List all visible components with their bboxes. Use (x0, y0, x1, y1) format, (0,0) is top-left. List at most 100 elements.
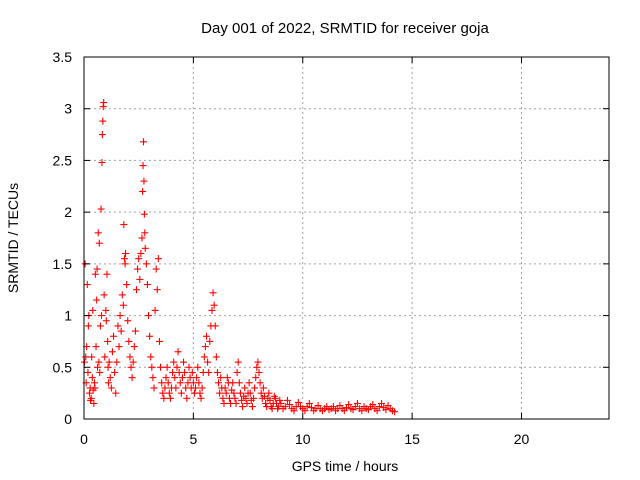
data-point (241, 384, 249, 392)
data-point (149, 374, 157, 382)
data-point (94, 363, 102, 371)
data-point (281, 403, 289, 411)
data-point (198, 384, 206, 392)
data-point (96, 322, 104, 330)
axis-ticks (83, 56, 609, 420)
data-point (215, 379, 223, 387)
data-point (259, 384, 267, 392)
data-point (83, 281, 91, 289)
data-point (180, 358, 188, 366)
data-point (98, 312, 105, 320)
data-point (88, 353, 96, 361)
data-point (176, 379, 184, 387)
data-point (193, 374, 201, 382)
data-point (369, 401, 377, 409)
data-point (169, 368, 177, 376)
data-point (277, 399, 285, 407)
data-point (373, 407, 381, 415)
data-point (192, 384, 200, 392)
data-point (114, 322, 122, 330)
data-point (222, 389, 230, 397)
data-point (118, 291, 126, 299)
data-point (185, 363, 193, 371)
data-point (148, 363, 156, 371)
data-point (102, 317, 110, 325)
data-point (253, 363, 261, 371)
data-point (239, 403, 247, 411)
data-point (251, 384, 259, 392)
data-point (290, 407, 298, 415)
data-point (223, 374, 231, 382)
data-point (143, 281, 151, 289)
data-point (233, 368, 241, 376)
x-tick-label: 10 (295, 431, 311, 447)
data-point (103, 270, 111, 278)
data-point (154, 255, 162, 263)
y-tick-label: 2 (64, 204, 72, 220)
data-point (140, 138, 147, 146)
data-point (91, 270, 99, 278)
data-point (146, 332, 154, 340)
data-point (210, 301, 218, 309)
data-point (98, 131, 106, 139)
data-point (257, 389, 265, 397)
data-point (151, 306, 159, 314)
data-point (212, 353, 220, 361)
data-point (139, 187, 147, 195)
x-tick-label: 15 (404, 431, 420, 447)
data-point (145, 312, 153, 320)
data-point (172, 384, 180, 392)
data-point (104, 337, 112, 345)
data-point (113, 358, 121, 366)
data-point (87, 394, 95, 402)
data-point (101, 353, 109, 361)
data-point (271, 394, 279, 402)
data-point (205, 368, 213, 376)
data-point (250, 394, 258, 402)
data-point (209, 289, 217, 297)
y-tick-label: 3.5 (53, 49, 73, 65)
data-point (112, 389, 120, 397)
data-point (131, 327, 139, 335)
data-point (358, 407, 366, 415)
data-point (128, 374, 136, 382)
data-point (196, 389, 204, 397)
data-point (91, 384, 99, 392)
data-point (96, 368, 104, 376)
data-point (138, 234, 146, 242)
x-axis-label: GPS time / hours (292, 458, 399, 474)
data-point (252, 374, 260, 382)
data-point (133, 286, 140, 294)
data-point (121, 260, 129, 268)
data-point (236, 389, 244, 397)
data-point (232, 399, 240, 407)
data-point (329, 403, 337, 411)
data-point (136, 275, 144, 283)
data-point (231, 394, 239, 402)
data-point (170, 358, 178, 366)
data-point (382, 406, 390, 414)
data-point (152, 265, 160, 273)
y-tick-label: 2.5 (53, 152, 73, 168)
x-tick-label: 20 (514, 431, 530, 447)
data-point (117, 327, 125, 335)
data-point (206, 337, 214, 345)
data-point (141, 229, 149, 237)
data-point (294, 398, 302, 406)
data-point (217, 374, 225, 382)
data-point (106, 374, 114, 382)
data-point (266, 396, 274, 404)
data-point (194, 363, 202, 371)
data-point (181, 368, 189, 376)
data-point (93, 265, 101, 273)
data-point (161, 384, 169, 392)
data-point (104, 363, 112, 371)
data-point (153, 286, 161, 294)
data-point (105, 379, 112, 387)
data-point (219, 394, 227, 402)
y-axis-label: SRMTID / TECUs (5, 183, 21, 293)
data-point (242, 394, 250, 402)
data-point (238, 396, 245, 404)
y-tick-label: 0.5 (53, 359, 73, 375)
data-points (80, 99, 399, 416)
